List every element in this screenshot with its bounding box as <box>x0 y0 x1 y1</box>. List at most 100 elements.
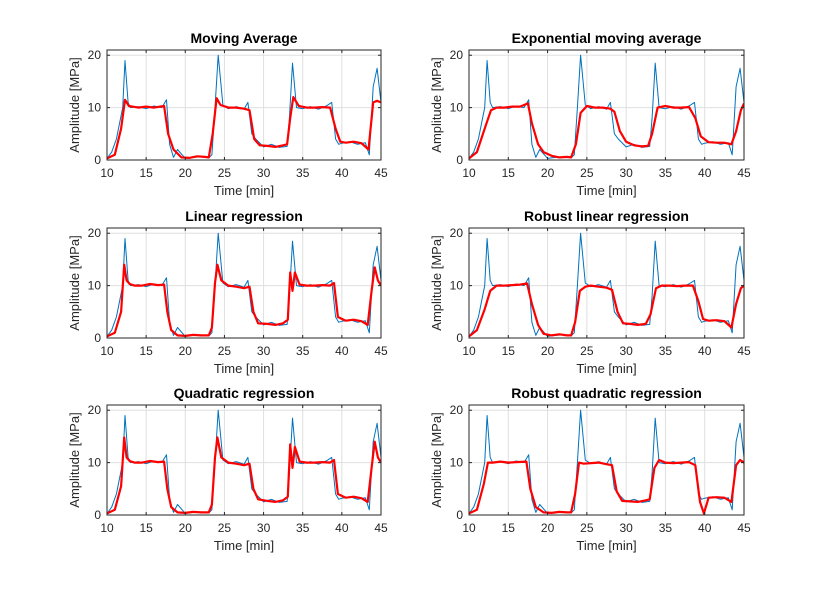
y-tick-label: 0 <box>94 508 101 522</box>
plot-area <box>107 228 381 338</box>
x-tick-label: 35 <box>296 344 310 358</box>
plot-area <box>107 405 381 515</box>
axes-box <box>468 404 745 516</box>
chart-title: Moving Average <box>190 30 297 46</box>
y-tick-label: 10 <box>450 456 464 470</box>
x-axis-label: Time [min] <box>576 538 636 553</box>
chart-title: Quadratic regression <box>174 385 315 401</box>
chart-title: Exponential moving average <box>512 30 702 46</box>
y-axis-label: Amplitude [MPa] <box>429 412 444 507</box>
x-tick-label: 30 <box>257 521 271 535</box>
x-tick-label: 45 <box>374 521 388 535</box>
x-tick-label: 10 <box>462 344 476 358</box>
x-tick-label: 45 <box>737 521 751 535</box>
x-tick-label: 15 <box>139 344 153 358</box>
x-axis-label: Time [min] <box>214 538 274 553</box>
x-tick-label: 15 <box>502 344 516 358</box>
x-tick-label: 10 <box>100 521 114 535</box>
y-tick-label: 0 <box>456 153 463 167</box>
x-tick-label: 10 <box>462 521 476 535</box>
x-tick-label: 15 <box>139 521 153 535</box>
plot-area <box>469 405 744 515</box>
x-tick-label: 10 <box>100 344 114 358</box>
x-tick-label: 15 <box>502 166 516 180</box>
x-tick-label: 40 <box>335 166 349 180</box>
x-tick-label: 45 <box>374 344 388 358</box>
x-tick-label: 25 <box>580 166 594 180</box>
y-tick-label: 0 <box>456 331 463 345</box>
series-smoothed-line <box>107 436 381 515</box>
x-tick-label: 10 <box>462 166 476 180</box>
y-tick-label: 0 <box>94 331 101 345</box>
x-tick-label: 35 <box>296 521 310 535</box>
y-axis-label: Amplitude [MPa] <box>67 57 82 152</box>
axes-box <box>106 404 382 516</box>
axes-box <box>468 49 745 161</box>
x-axis-label: Time [min] <box>214 361 274 376</box>
x-tick-label: 40 <box>698 521 712 535</box>
series-smoothed-line <box>469 282 744 338</box>
series-smoothed-line <box>469 102 744 160</box>
x-tick-label: 20 <box>179 166 193 180</box>
x-tick-label: 35 <box>296 166 310 180</box>
x-tick-label: 20 <box>541 521 555 535</box>
x-tick-label: 25 <box>580 344 594 358</box>
chart-title: Linear regression <box>185 208 303 224</box>
plot-area <box>107 50 381 160</box>
y-tick-label: 10 <box>450 101 464 115</box>
x-tick-label: 40 <box>698 344 712 358</box>
chart-title: Robust quadratic regression <box>511 385 702 401</box>
x-tick-label: 40 <box>335 344 349 358</box>
y-axis-label: Amplitude [MPa] <box>67 412 82 507</box>
x-tick-label: 35 <box>659 344 673 358</box>
x-axis-label: Time [min] <box>576 183 636 198</box>
y-tick-label: 0 <box>94 153 101 167</box>
x-tick-label: 40 <box>335 521 349 535</box>
x-tick-label: 25 <box>580 521 594 535</box>
x-tick-label: 20 <box>541 166 555 180</box>
axes-box <box>106 49 382 161</box>
y-tick-label: 10 <box>88 101 102 115</box>
x-tick-label: 45 <box>374 166 388 180</box>
series-smoothed-line <box>107 263 381 338</box>
x-tick-label: 35 <box>659 166 673 180</box>
x-tick-label: 30 <box>619 521 633 535</box>
x-tick-label: 10 <box>100 166 114 180</box>
chart-title: Robust linear regression <box>524 208 689 224</box>
plot-area <box>469 228 744 338</box>
y-tick-label: 20 <box>450 48 464 62</box>
x-tick-label: 45 <box>737 166 751 180</box>
y-tick-label: 20 <box>88 403 102 417</box>
x-tick-label: 30 <box>257 344 271 358</box>
x-tick-label: 20 <box>179 344 193 358</box>
x-tick-label: 15 <box>502 521 516 535</box>
y-tick-label: 10 <box>450 279 464 293</box>
series-smoothed-line <box>469 458 744 515</box>
x-tick-label: 15 <box>139 166 153 180</box>
y-tick-label: 20 <box>88 226 102 240</box>
y-tick-label: 0 <box>456 508 463 522</box>
axes-box <box>468 227 745 339</box>
y-tick-label: 10 <box>88 456 102 470</box>
x-tick-label: 35 <box>659 521 673 535</box>
y-axis-label: Amplitude [MPa] <box>429 235 444 330</box>
x-tick-label: 25 <box>218 521 232 535</box>
y-tick-label: 10 <box>88 279 102 293</box>
x-tick-label: 25 <box>218 344 232 358</box>
x-tick-label: 30 <box>619 344 633 358</box>
y-axis-label: Amplitude [MPa] <box>429 57 444 152</box>
axes-box <box>106 227 382 339</box>
x-tick-label: 20 <box>541 344 555 358</box>
x-tick-label: 30 <box>619 166 633 180</box>
x-tick-label: 20 <box>179 521 193 535</box>
y-tick-label: 20 <box>88 48 102 62</box>
plot-area <box>469 50 744 160</box>
x-tick-label: 40 <box>698 166 712 180</box>
